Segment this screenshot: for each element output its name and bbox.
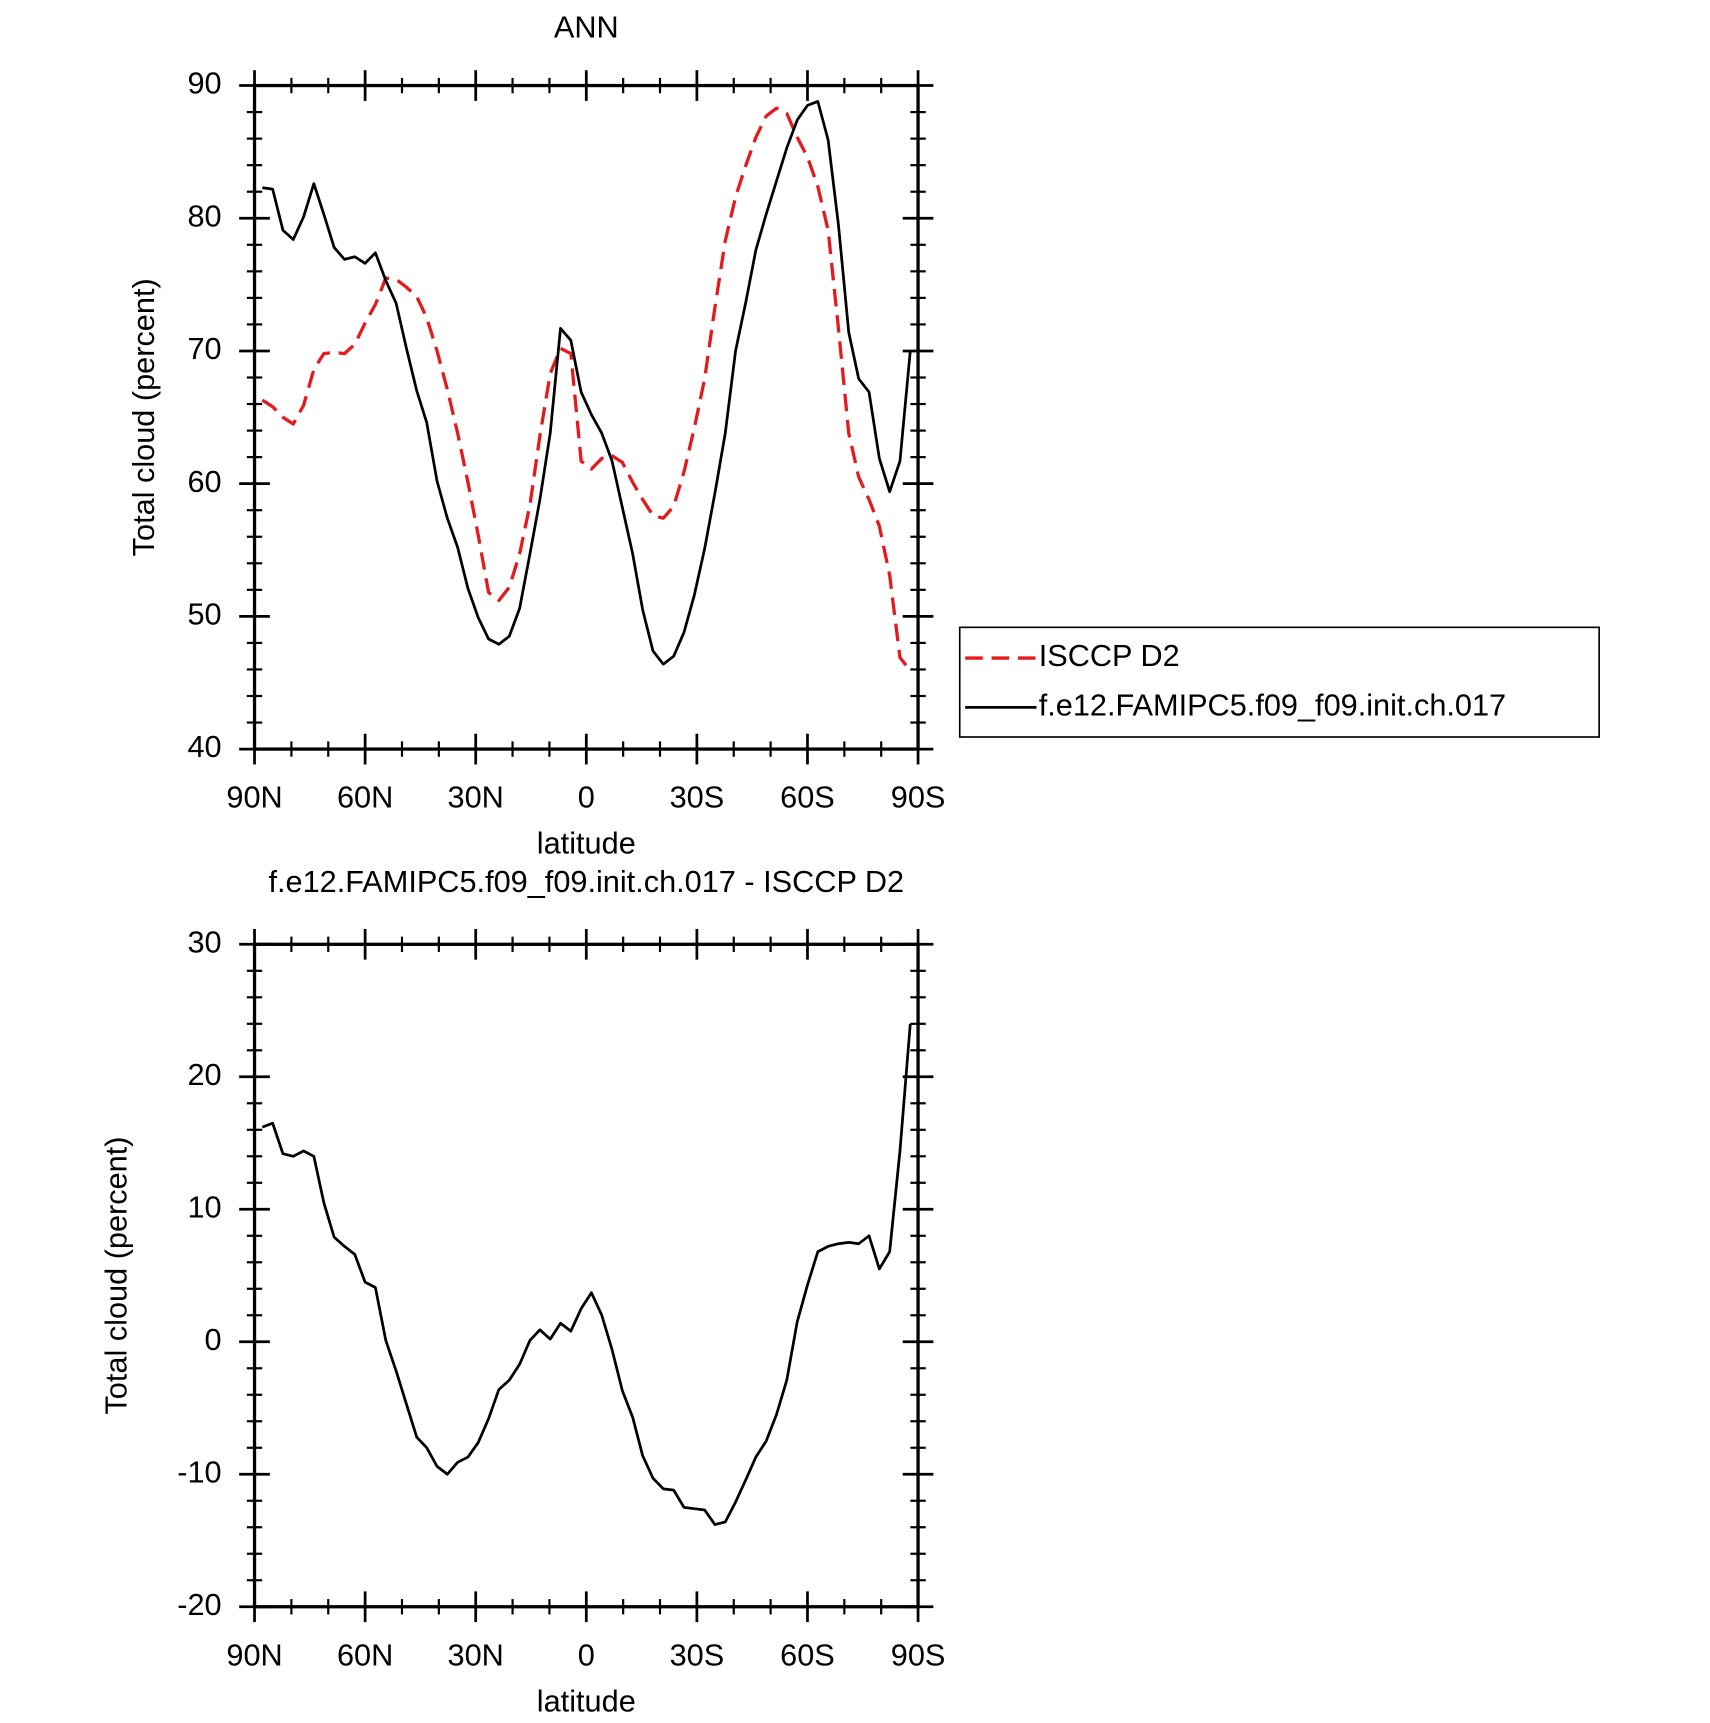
y-axis-label: Total cloud (percent) xyxy=(99,1137,134,1415)
x-tick-label: 90S xyxy=(891,1637,946,1672)
y-tick-label: 80 xyxy=(187,198,221,233)
x-tick-label: 30S xyxy=(670,780,725,815)
x-tick-label: 60S xyxy=(780,1637,835,1672)
x-tick-label: 30N xyxy=(448,1637,504,1672)
x-tick-label: 90S xyxy=(891,780,946,815)
x-tick-label: 0 xyxy=(578,780,595,815)
legend-label: f.e12.FAMIPC5.f09_f09.init.ch.017 xyxy=(1039,688,1506,723)
x-axis-label: latitude xyxy=(537,826,636,861)
x-tick-label: 30S xyxy=(670,1637,725,1672)
plot-frame xyxy=(252,942,920,1609)
y-tick-label: 20 xyxy=(187,1057,221,1092)
x-tick-label: 30N xyxy=(448,780,504,815)
legend: ISCCP D2 f.e12.FAMIPC5.f09_f09.init.ch.01… xyxy=(958,626,1600,738)
y-tick-label: 0 xyxy=(205,1322,222,1357)
x-tick-label: 90N xyxy=(226,1637,282,1672)
y-tick-label: 60 xyxy=(187,464,221,499)
x-tick-label: 60S xyxy=(780,780,835,815)
x-tick-label: 0 xyxy=(578,1637,595,1672)
series-line xyxy=(262,100,912,666)
y-tick-label: 70 xyxy=(187,331,221,366)
y-tick-label: 30 xyxy=(187,924,221,959)
chart-title: f.e12.FAMIPC5.f09_f09.init.ch.017 - ISCC… xyxy=(268,864,904,899)
series-line xyxy=(261,1023,912,1526)
plot-frame xyxy=(252,83,920,751)
legend-box xyxy=(958,626,1600,738)
y-tick-label: 40 xyxy=(187,729,221,764)
legend-label: ISCCP D2 xyxy=(1039,638,1180,673)
chart-title: ANN xyxy=(554,10,619,45)
y-axis-label: Total cloud (percent) xyxy=(126,278,161,556)
x-tick-label: 60N xyxy=(337,780,393,815)
x-tick-label: 90N xyxy=(226,780,282,815)
y-tick-label: -20 xyxy=(177,1587,221,1622)
panel: f.e12.FAMIPC5.f09_f09.init.ch.017 - ISCC… xyxy=(99,864,946,1718)
x-tick-label: 60N xyxy=(337,1637,393,1672)
y-tick-label: -10 xyxy=(177,1454,221,1489)
y-tick-label: 50 xyxy=(187,596,221,631)
x-axis-label: latitude xyxy=(537,1683,636,1718)
y-tick-label: 90 xyxy=(187,66,221,101)
series-line xyxy=(261,106,912,672)
panel: ANN latitude Total cloud (percent) 40 50 60 70… xyxy=(126,10,1600,861)
y-tick-label: 10 xyxy=(187,1189,221,1224)
